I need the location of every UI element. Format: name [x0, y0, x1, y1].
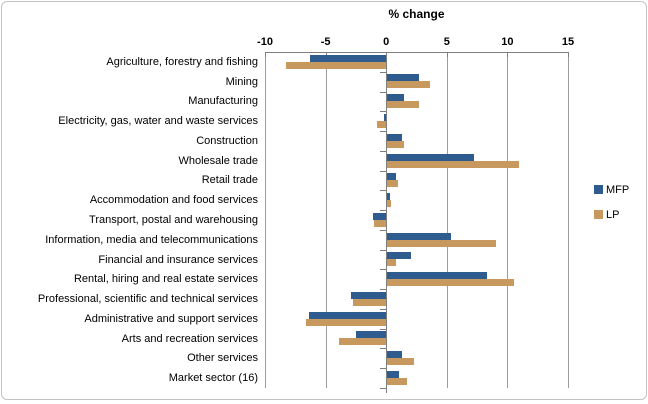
bar-mfp [383, 113, 387, 121]
category-axis-tick [380, 52, 387, 53]
category-label: Transport, postal and warehousing [89, 214, 258, 226]
x-axis-tick [325, 52, 327, 57]
x-axis-line [265, 52, 569, 53]
x-axis-tick-label: 5 [443, 36, 450, 48]
bar-mfp [355, 331, 387, 339]
bar-lp [376, 120, 387, 128]
legend-swatch-lp [594, 210, 603, 219]
bar-mfp [387, 252, 412, 260]
category-label: Other services [187, 352, 258, 365]
chart-title: % change [388, 7, 445, 21]
bar-lp [387, 180, 399, 188]
bar-mfp [387, 133, 402, 141]
bar-lp [387, 200, 391, 208]
category-label: Agriculture, forestry and fishing [106, 55, 258, 68]
category-label: Financial and insurance services [98, 253, 258, 266]
bar-mfp [387, 351, 402, 359]
category-axis-tick [380, 328, 387, 330]
category-label: Electricity, gas, water and waste servic… [58, 115, 258, 128]
gridline [507, 52, 509, 388]
bar-mfp [387, 173, 396, 181]
legend-swatch-mfp [594, 185, 603, 194]
bar-lp [387, 140, 405, 148]
bar-mfp [309, 54, 387, 62]
legend-label: LP [606, 209, 620, 221]
category-label: Professional, scientific and technical s… [37, 293, 258, 306]
bar-lp [387, 377, 407, 385]
bar-lp [387, 259, 396, 267]
x-axis-tick-label: -10 [257, 36, 273, 48]
bar-lp [387, 101, 419, 109]
bar-mfp [308, 311, 387, 319]
bar-lp [338, 338, 387, 346]
category-label: Manufacturing [188, 95, 258, 108]
category-axis-tick [380, 71, 387, 73]
category-axis-tick [380, 111, 387, 113]
category-axis-tick [380, 269, 387, 271]
category-axis-tick [380, 348, 387, 350]
bar-mfp [387, 94, 405, 102]
category-axis-tick [380, 210, 387, 212]
bar-lp [387, 239, 497, 247]
category-label: Mining [225, 75, 258, 88]
category-axis-tick [380, 190, 387, 192]
category-label: Accommodation and food services [89, 194, 258, 207]
category-label: Construction [196, 134, 258, 147]
bar-lp [387, 279, 515, 287]
bar-lp [285, 61, 387, 69]
gridline [446, 52, 448, 388]
bar-mfp [351, 291, 387, 299]
gridline [568, 52, 569, 388]
x-axis-tick-label: 15 [561, 36, 575, 48]
bar-mfp [387, 272, 487, 280]
bar-mfp [387, 193, 390, 201]
bar-mfp [372, 212, 387, 220]
legend-label: MFP [606, 184, 630, 196]
bar-lp [387, 358, 414, 366]
bar-lp [353, 298, 387, 306]
gridline [265, 52, 266, 388]
category-axis-tick [380, 388, 387, 389]
category-axis-tick [380, 170, 387, 172]
category-label: Rental, hiring and real estate services [73, 273, 258, 286]
category-label: Retail trade [201, 174, 258, 187]
x-axis-tick [507, 52, 509, 57]
category-axis-tick [380, 131, 387, 133]
legend-item-lp: LP [594, 209, 619, 221]
category-label: Market sector (16) [168, 372, 258, 385]
x-axis-tick [568, 52, 569, 57]
category-axis-tick [380, 368, 387, 370]
bar-mfp [387, 232, 452, 240]
category-axis-tick [380, 91, 387, 93]
x-axis-tick-label: 0 [383, 36, 390, 48]
category-axis-tick [380, 308, 387, 310]
x-axis-tick [265, 52, 266, 57]
x-axis-tick-label: -5 [320, 36, 331, 48]
category-axis-line [386, 52, 388, 393]
bar-lp [387, 160, 520, 168]
x-axis-tick [446, 52, 448, 57]
bar-lp [387, 81, 430, 89]
category-label: Information, media and telecommunication… [45, 233, 258, 246]
category-label: Administrative and support services [84, 312, 258, 325]
category-axis-tick [380, 249, 387, 251]
x-axis-tick-label: 10 [501, 36, 514, 48]
legend-item-mfp: MFP [594, 184, 629, 196]
bar-mfp [387, 153, 475, 161]
bar-lp [374, 219, 387, 227]
gridline [325, 52, 327, 388]
category-axis-tick [380, 229, 387, 231]
category-axis-tick [380, 150, 387, 152]
bar-mfp [387, 74, 419, 82]
bar-mfp [387, 370, 400, 378]
category-label: Wholesale trade [178, 154, 259, 167]
bar-lp [306, 318, 387, 326]
category-label: Arts and recreation services [121, 332, 258, 345]
category-axis-tick [380, 289, 387, 291]
